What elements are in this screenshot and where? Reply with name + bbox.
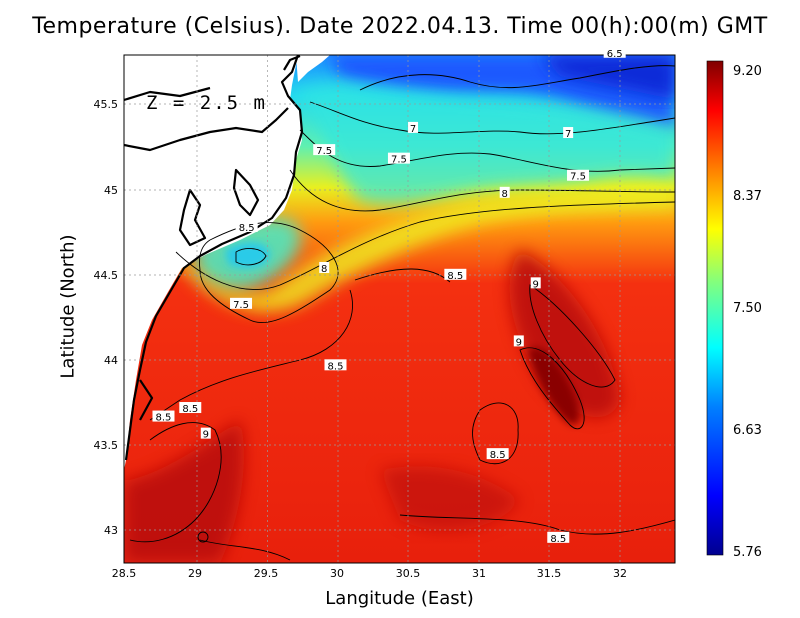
contour-label: 8.5 xyxy=(490,450,506,461)
x-tick-label: 29 xyxy=(188,567,202,580)
y-axis-ticks: 45.5 45 44.5 44 43.5 43 xyxy=(94,98,119,537)
contour-label: 9 xyxy=(533,279,539,290)
contour-label: 8.5 xyxy=(550,534,566,545)
contour-label-bg xyxy=(324,359,347,371)
contour-label-bg xyxy=(513,335,524,347)
coastlines xyxy=(124,55,304,461)
x-tick-label: 32 xyxy=(613,567,627,580)
contour-labels: 6.5 7 7 7.5 7.5 7.5 8 8.5 8 8.5 9 7.5 9 8.5 8.5 8.5 9 8.5… xyxy=(152,46,626,545)
contour-label: 7 xyxy=(565,129,571,140)
contour-label: 8.5 xyxy=(447,271,463,282)
contour-label-bg xyxy=(563,127,574,139)
contour-label: 9 xyxy=(516,337,522,348)
depth-label: Z = 2.5 m xyxy=(146,92,267,114)
contour-label: 7.5 xyxy=(233,300,249,311)
contour-label-bg xyxy=(408,121,419,133)
y-tick-label: 43.5 xyxy=(94,439,119,452)
contour-label-bg xyxy=(313,144,336,156)
grid-lines xyxy=(124,55,675,563)
contour-label: 7 xyxy=(410,124,416,135)
contour-label-bg xyxy=(319,261,330,273)
contour-label-bg xyxy=(444,268,467,280)
contour-label-bg xyxy=(603,46,626,58)
plot-frame xyxy=(123,54,676,564)
x-axis-ticks: 28.5 29 29.5 30 30.5 31 31.5 32 xyxy=(112,567,627,580)
x-tick-label: 30.5 xyxy=(396,567,421,580)
colorbar-label: 8.37 xyxy=(733,189,762,204)
colorbar-gradient xyxy=(706,60,724,556)
x-axis-label: Langitude (East) xyxy=(325,588,474,609)
y-tick-label: 44.5 xyxy=(94,269,119,282)
contour-label: 8.5 xyxy=(156,413,172,424)
colorbar-label: 9.20 xyxy=(733,64,762,79)
colorbar-label: 6.63 xyxy=(733,423,762,438)
contour-label: 7.5 xyxy=(570,172,586,183)
contour-label-bg xyxy=(179,402,202,414)
y-tick-label: 45 xyxy=(104,184,118,197)
colorbar-label: 7.50 xyxy=(733,301,762,316)
contour-label: 6.5 xyxy=(607,49,623,60)
land-masses xyxy=(124,55,330,470)
colorbar-label: 5.76 xyxy=(733,545,762,560)
contour-label: 8.5 xyxy=(182,404,198,415)
contour-label-bg xyxy=(499,186,510,198)
x-tick-label: 28.5 xyxy=(112,567,137,580)
colorbar: 9.20 8.37 7.50 6.63 5.76 xyxy=(706,60,762,560)
contour-label: 8 xyxy=(321,264,327,275)
contour-label-bg xyxy=(235,220,258,232)
y-tick-label: 45.5 xyxy=(94,98,119,111)
contour-label: 8.5 xyxy=(328,361,344,372)
contour-label: 8.5 xyxy=(239,223,255,234)
x-tick-label: 31.5 xyxy=(537,567,562,580)
contour-label: 7.5 xyxy=(391,155,407,166)
y-tick-label: 43 xyxy=(104,524,118,537)
x-tick-label: 31 xyxy=(472,567,486,580)
contour-label: 8 xyxy=(502,189,508,200)
y-axis-label: Latitude (North) xyxy=(57,234,79,379)
contour-label-bg xyxy=(387,152,410,164)
contour-label-bg xyxy=(547,531,570,543)
contour-label-bg xyxy=(567,169,590,181)
contour-label: 9 xyxy=(203,430,209,441)
contour-label-bg xyxy=(530,277,541,289)
contour-label-bg xyxy=(486,448,509,460)
x-tick-label: 29.5 xyxy=(254,567,279,580)
contour-label: 7.5 xyxy=(316,146,332,157)
y-tick-label: 44 xyxy=(104,354,118,367)
map-title: Temperature (Celsius). Date 2022.04.13. … xyxy=(32,14,768,39)
contour-label-bg xyxy=(200,427,211,439)
x-tick-label: 30 xyxy=(330,567,344,580)
contour-label-bg xyxy=(230,297,253,309)
contour-label-bg xyxy=(152,410,175,422)
